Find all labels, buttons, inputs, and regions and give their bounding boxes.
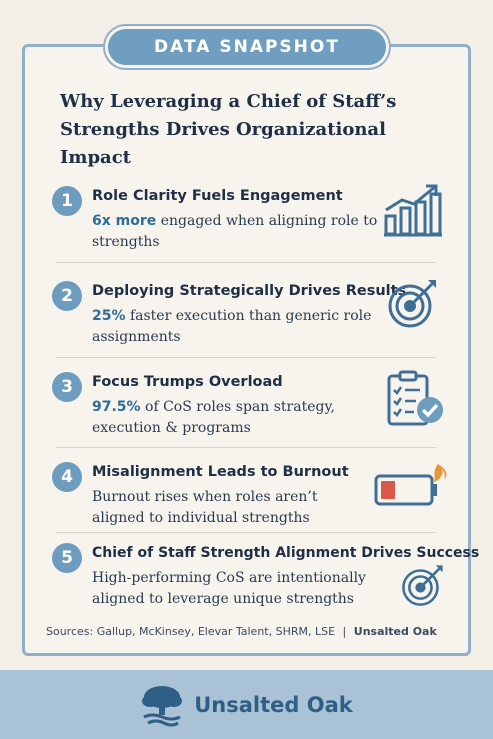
item-heading: Deploying Strategically Drives Results <box>92 283 407 299</box>
sources-line: Sources: Gallup, McKinsey, Elevar Talent… <box>46 625 437 638</box>
divider <box>56 447 436 448</box>
item-description: of CoS roles span strategy, execution & … <box>92 399 335 436</box>
item-highlight: 25% <box>92 308 126 324</box>
divider <box>56 357 436 358</box>
item-number: 1 <box>52 186 82 216</box>
page-title: Why Leveraging a Chief of Staff’s Streng… <box>60 88 460 172</box>
item-highlight: 97.5% <box>92 399 141 415</box>
item-description: High-performing CoS are intentionally al… <box>92 570 366 607</box>
target-icon <box>388 280 436 328</box>
footer-brand: Unsalted Oak <box>194 692 353 717</box>
divider <box>56 262 436 263</box>
item-number: 3 <box>52 372 82 402</box>
item-heading: Role Clarity Fuels Engagement <box>92 188 343 204</box>
snapshot-card <box>22 44 471 656</box>
item-text: High-performing CoS are intentionally al… <box>92 568 382 610</box>
footer: Unsalted Oak <box>0 670 493 739</box>
item-text: 25% faster execution than generic role a… <box>92 306 382 348</box>
item-heading: Misalignment Leads to Burnout <box>92 464 349 480</box>
item-text: 6x more engaged when aligning role to st… <box>92 211 382 253</box>
item-number: 2 <box>52 281 82 311</box>
target-icon <box>402 565 443 606</box>
sources-separator: | <box>342 625 347 638</box>
divider <box>56 532 436 533</box>
title-line-2: Strengths Drives Organizational Impact <box>60 119 386 168</box>
item-heading: Focus Trumps Overload <box>92 374 283 390</box>
item-number: 5 <box>52 543 82 573</box>
item-number: 4 <box>52 462 82 492</box>
item-text: 97.5% of CoS roles span strategy, execut… <box>92 397 354 439</box>
title-line-1: Why Leveraging a Chief of Staff’s <box>60 91 397 112</box>
low-battery-icon <box>374 464 447 506</box>
sources-brand: Unsalted Oak <box>353 625 437 638</box>
oak-tree-icon <box>142 685 183 726</box>
item-description: engaged when aligning role to strengths <box>92 213 378 250</box>
sources-text: Sources: Gallup, McKinsey, Elevar Talent… <box>46 625 336 638</box>
item-heading: Chief of Staff Strength Alignment Drives… <box>92 545 480 561</box>
item-text: Burnout rises when roles aren’t aligned … <box>92 487 368 529</box>
bar-chart-icon <box>384 184 442 237</box>
item-description: Burnout rises when roles aren’t aligned … <box>92 489 318 526</box>
checklist-icon <box>387 370 443 426</box>
item-description: faster execution than generic role assig… <box>92 308 372 345</box>
banner: DATA SNAPSHOT <box>105 26 389 68</box>
item-highlight: 6x more <box>92 213 157 229</box>
